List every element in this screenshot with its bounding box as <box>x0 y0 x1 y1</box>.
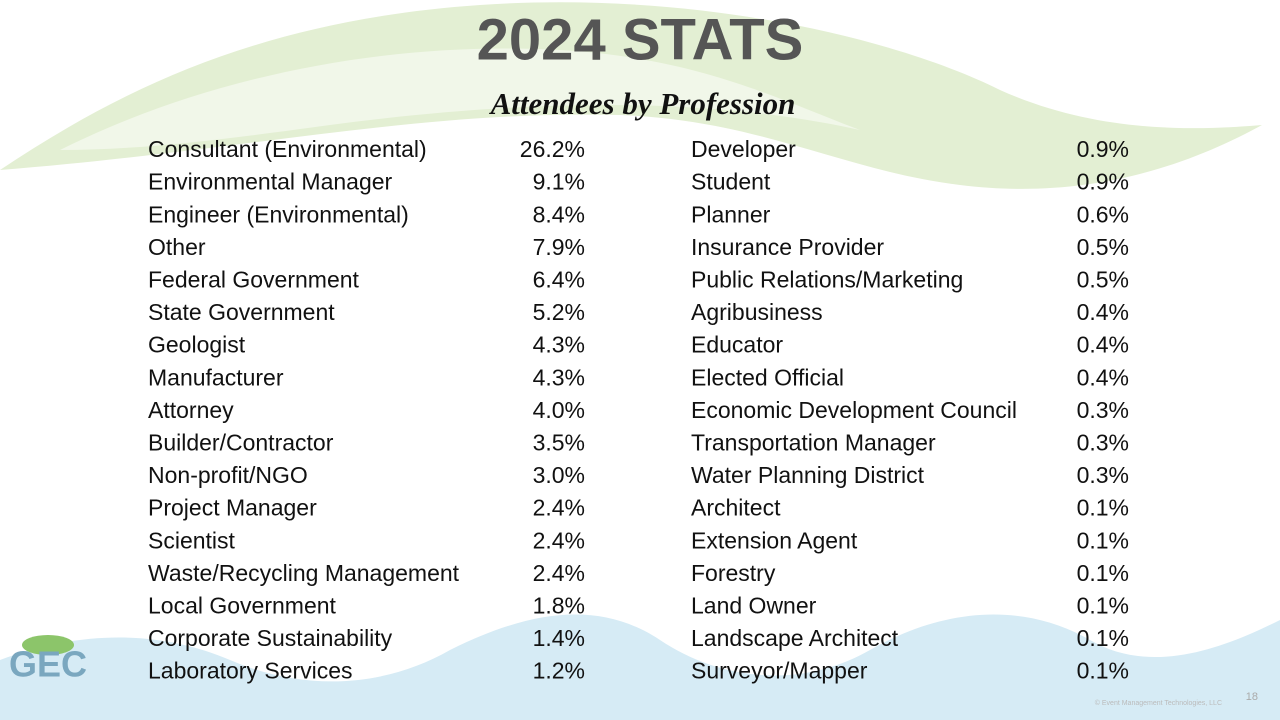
percentage: 0.1% <box>1077 495 1129 521</box>
percentage: 0.9% <box>1077 136 1129 162</box>
percentage: 2.4% <box>533 560 585 586</box>
percentage: 7.9% <box>533 234 585 260</box>
percentage: 0.3% <box>1077 429 1129 455</box>
copyright: © Event Management Technologies, LLC <box>1095 699 1222 707</box>
profession: Elected Official <box>691 364 844 390</box>
profession: Consultant (Environmental) <box>148 136 427 162</box>
profession: State Government <box>148 299 335 325</box>
percentage: 1.2% <box>533 658 585 684</box>
percentage: 26.2% <box>520 136 585 162</box>
percentage: 0.5% <box>1077 266 1129 292</box>
percentage: 4.3% <box>533 332 585 358</box>
profession: Planner <box>691 201 771 227</box>
profession: Insurance Provider <box>691 234 884 260</box>
percentage: 4.3% <box>533 364 585 390</box>
profession: Corporate Sustainability <box>148 625 393 651</box>
profession: Extension Agent <box>691 527 858 553</box>
percentage: 0.9% <box>1077 169 1129 195</box>
profession: Environmental Manager <box>148 169 393 195</box>
profession: Water Planning District <box>691 462 925 488</box>
percentage: 3.5% <box>533 429 585 455</box>
profession: Landscape Architect <box>691 625 899 651</box>
logo: GEC <box>9 644 87 685</box>
percentage: 2.4% <box>533 495 585 521</box>
percentage: 6.4% <box>533 266 585 292</box>
percentage: 0.1% <box>1077 592 1129 618</box>
profession: Other <box>148 234 206 260</box>
percentage: 0.1% <box>1077 658 1129 684</box>
percentage: 0.5% <box>1077 234 1129 260</box>
profession: Architect <box>691 495 781 521</box>
percentage: 0.4% <box>1077 299 1129 325</box>
page-number: 18 <box>1246 691 1258 703</box>
title: 2024 STATS <box>477 7 804 72</box>
profession: Federal Government <box>148 266 360 292</box>
profession: Local Government <box>148 592 337 618</box>
percentage: 0.4% <box>1077 332 1129 358</box>
percentage: 0.1% <box>1077 625 1129 651</box>
percentage: 4.0% <box>533 397 585 423</box>
percentage: 0.3% <box>1077 397 1129 423</box>
profession: Builder/Contractor <box>148 429 334 455</box>
blue-wave <box>0 614 1280 720</box>
profession: Surveyor/Mapper <box>691 658 868 684</box>
profession: Student <box>691 169 771 195</box>
profession: Developer <box>691 136 796 162</box>
profession: Transportation Manager <box>691 429 936 455</box>
logo-leaf <box>22 635 74 655</box>
percentage: 0.6% <box>1077 201 1129 227</box>
profession: Manufacturer <box>148 364 284 390</box>
profession: Project Manager <box>148 495 317 521</box>
percentage: 0.4% <box>1077 364 1129 390</box>
profession: Attorney <box>148 397 234 423</box>
percentage: 0.1% <box>1077 560 1129 586</box>
profession: Economic Development Council <box>691 397 1017 423</box>
green-swoosh-light <box>60 48 860 150</box>
percentage: 0.1% <box>1077 527 1129 553</box>
profession: Educator <box>691 332 783 358</box>
percentage: 0.3% <box>1077 462 1129 488</box>
percentage: 2.4% <box>533 527 585 553</box>
profession: Agribusiness <box>691 299 823 325</box>
profession: Geologist <box>148 332 246 358</box>
profession: Engineer (Environmental) <box>148 201 409 227</box>
subtitle: Attendees by Profession <box>489 86 796 121</box>
profession: Laboratory Services <box>148 658 353 684</box>
percentage: 5.2% <box>533 299 585 325</box>
profession: Land Owner <box>691 592 817 618</box>
percentage: 1.4% <box>533 625 585 651</box>
profession: Non-profit/NGO <box>148 462 308 488</box>
profession: Public Relations/Marketing <box>691 266 963 292</box>
percentage: 9.1% <box>533 169 585 195</box>
profession: Waste/Recycling Management <box>148 560 460 586</box>
percentage: 1.8% <box>533 592 585 618</box>
percentage: 3.0% <box>533 462 585 488</box>
profession: Forestry <box>691 560 776 586</box>
profession: Scientist <box>148 527 236 553</box>
percentage: 8.4% <box>533 201 585 227</box>
